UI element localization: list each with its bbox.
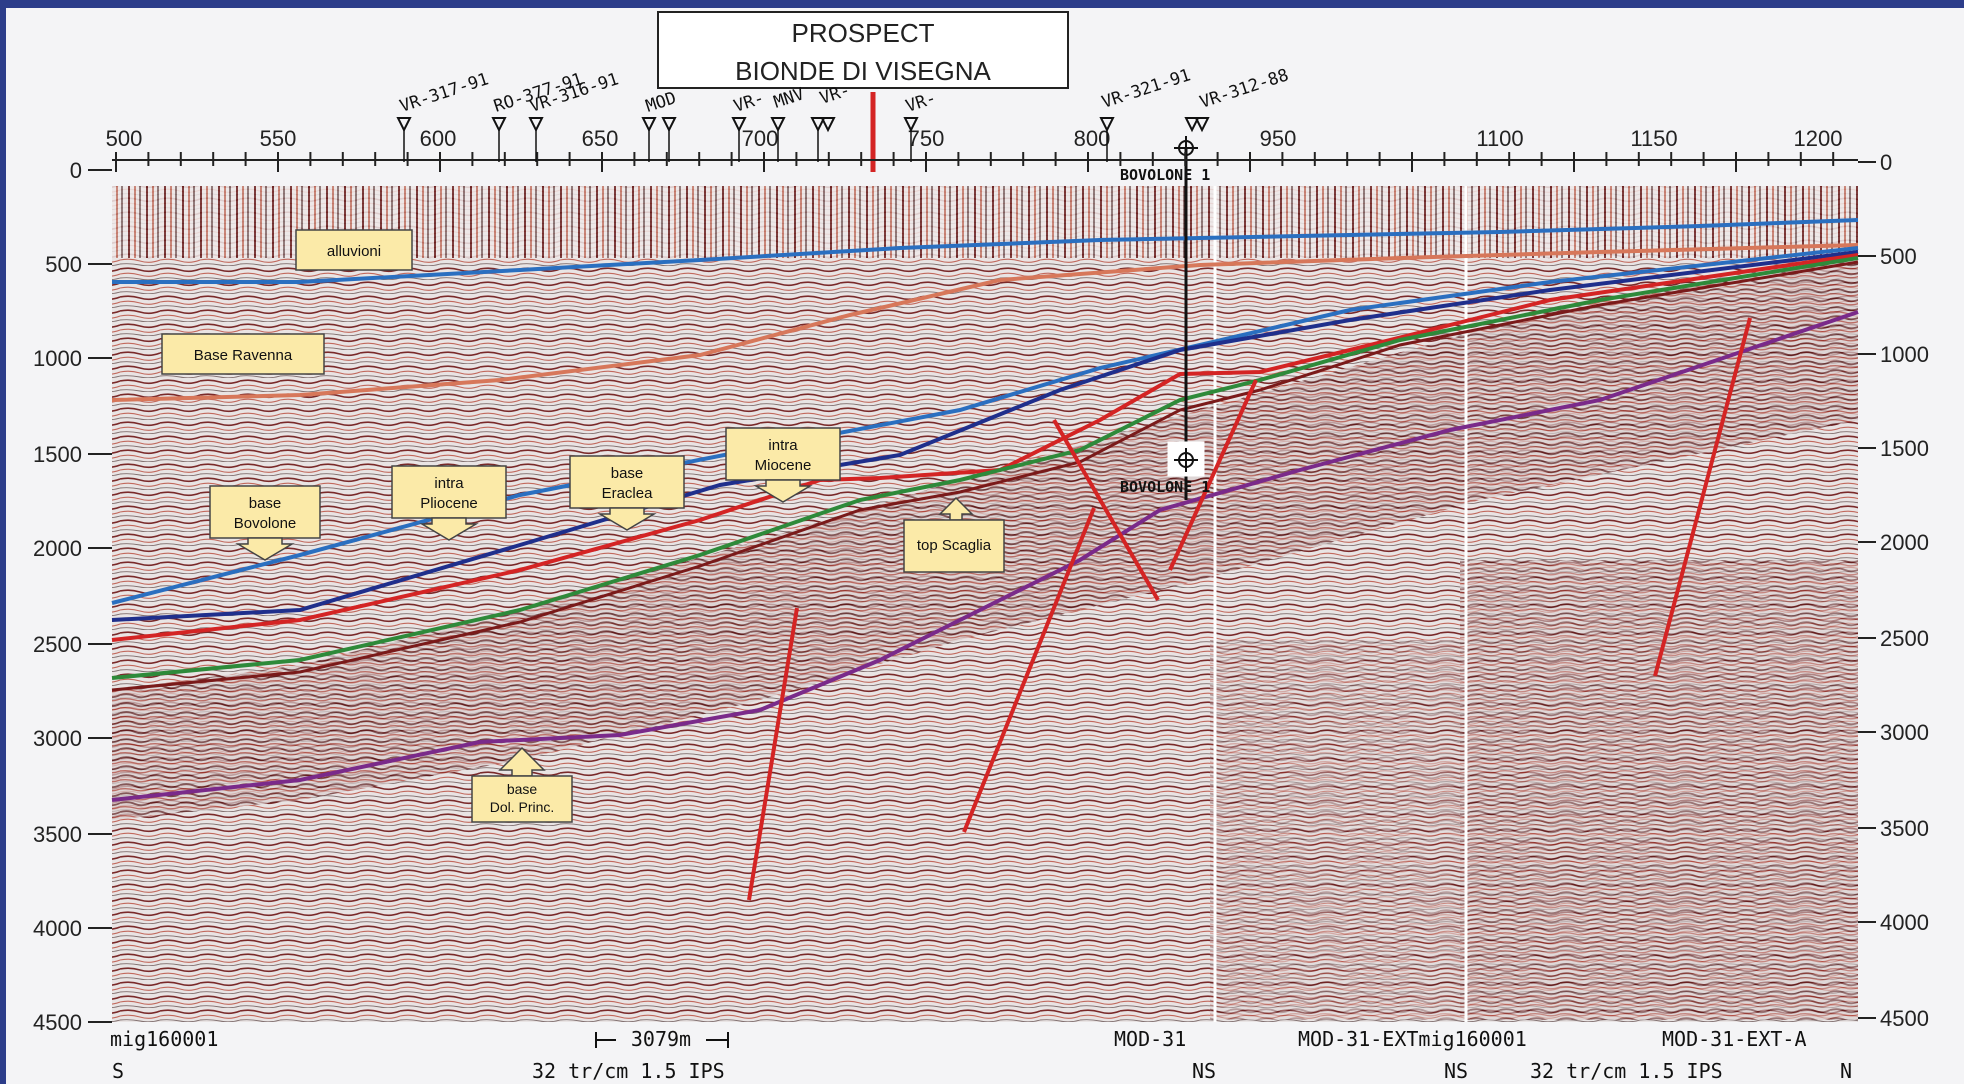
left-depth-0: 0	[70, 158, 82, 183]
label-base-eraclea: base Eraclea	[569, 455, 685, 531]
right-depth-4000: 4000	[1880, 910, 1929, 935]
label-intra-pliocene-l2: Pliocene	[420, 495, 478, 512]
left-depth-2500: 2500	[33, 632, 82, 657]
label-alluvioni-text: alluvioni	[327, 243, 381, 260]
well-label-top: BOVOLONE 1	[1120, 166, 1210, 184]
label-base-dol-princ-l1: base	[507, 781, 538, 797]
fault-2	[962, 507, 1096, 833]
fault-5	[1653, 317, 1752, 677]
horizon-alluvioni	[112, 218, 1859, 284]
right-depth-1000: 1000	[1880, 342, 1929, 367]
label-base-bovolone-l1: base	[249, 495, 282, 512]
label-alluvioni: alluvioni	[295, 229, 413, 271]
label-intra-miocene-l2: Miocene	[755, 457, 812, 474]
left-depth-axis: 0 500 1000 1500 2000 2500 3000 3500 4000…	[33, 158, 82, 1035]
deep-data-mid	[1210, 640, 1460, 1020]
scale-bar-label: 3079m	[631, 1027, 691, 1051]
fault-4	[1168, 379, 1258, 571]
top-tick-950: 950	[1260, 126, 1297, 151]
label-base-eraclea-l1: base	[611, 465, 644, 482]
right-depth-axis: 0 500 1000 1500 2000 2500 3000 3500 4000…	[1880, 150, 1929, 1031]
marker-vr-a	[661, 117, 677, 162]
top-tick-550: 550	[260, 126, 297, 151]
horizon-top-scaglia	[111, 260, 1859, 692]
left-depth-2000: 2000	[33, 536, 82, 561]
top-tick-750: 750	[908, 126, 945, 151]
horizon-intra-miocene	[111, 256, 1859, 680]
top-tick-800: 800	[1074, 126, 1111, 151]
label-base-dol-princ: base Dol. Princ.	[471, 746, 573, 823]
label-intra-pliocene: intra Pliocene	[391, 465, 507, 541]
right-depth-0: 0	[1880, 150, 1892, 175]
top-tick-600: 600	[420, 126, 457, 151]
deep-data-right	[1460, 560, 1858, 1020]
top-tick-1150: 1150	[1630, 126, 1677, 151]
label-top-scaglia-text: top Scaglia	[917, 537, 992, 554]
right-depth-3000: 3000	[1880, 720, 1929, 745]
right-depth-1500: 1500	[1880, 436, 1929, 461]
footer-n: N	[1840, 1059, 1852, 1083]
footer-scale-right: 32 tr/cm 1.5 IPS	[1530, 1059, 1723, 1083]
footer-ns2: NS	[1444, 1059, 1468, 1083]
left-depth-4000: 4000	[33, 916, 82, 941]
footer-scale-left: 32 tr/cm 1.5 IPS	[532, 1059, 725, 1083]
right-depth-3500: 3500	[1880, 816, 1929, 841]
top-tick-650: 650	[582, 126, 619, 151]
top-tick-500: 500	[106, 126, 143, 151]
left-depth-ticks	[88, 169, 112, 1023]
label-base-eraclea-l2: Eraclea	[602, 485, 654, 502]
left-depth-3500: 3500	[33, 822, 82, 847]
label-intra-miocene: intra Miocene	[725, 427, 841, 503]
footer: mig160001 3079m MOD-31 MOD-31-EXTmig1600…	[110, 1027, 1852, 1083]
footer-ns1: NS	[1192, 1059, 1216, 1083]
label-intra-miocene-l1: intra	[768, 437, 798, 454]
footer-s: S	[112, 1059, 124, 1083]
fault-3	[1052, 418, 1160, 602]
horizon-base-ravenna	[111, 243, 1859, 402]
label-base-bovolone-l2: Bovolone	[234, 515, 297, 532]
left-depth-4500: 4500	[33, 1010, 82, 1035]
fault-1	[747, 607, 799, 901]
footer-left-id: mig160001	[110, 1027, 218, 1051]
label-base-ravenna-text: Base Ravenna	[194, 347, 293, 364]
well-bottom-symbol	[1174, 448, 1198, 472]
label-base-dol-princ-l2: Dol. Princ.	[490, 799, 555, 815]
footer-mod31: MOD-31	[1114, 1027, 1186, 1051]
label-base-bovolone: base Bovolone	[209, 485, 321, 561]
horizon-base-dol-princ	[111, 310, 1859, 802]
prospect-title-line1: PROSPECT	[791, 18, 934, 48]
marker-mod: MOD	[641, 88, 679, 162]
horizon-base-bovolone	[111, 246, 1859, 605]
top-axis-ticks	[115, 152, 1835, 172]
right-depth-4500: 4500	[1880, 1006, 1929, 1031]
label-base-ravenna: Base Ravenna	[161, 333, 325, 375]
right-depth-2500: 2500	[1880, 626, 1929, 651]
right-depth-ticks	[1858, 161, 1876, 1019]
top-axis-labels: 500 550 600 650 700 750 800 950 1100 115…	[106, 126, 1843, 151]
prospect-title-line2: BIONDE DI VISEGNA	[735, 56, 991, 86]
prospect-title-box	[657, 11, 1069, 89]
scale-bar: 3079m	[595, 1027, 729, 1051]
label-intra-pliocene-l1: intra	[434, 475, 464, 492]
label-top-scaglia: top Scaglia	[903, 496, 1005, 573]
footer-mod31exta: MOD-31-EXT-A	[1662, 1027, 1807, 1051]
left-depth-500: 500	[45, 252, 82, 277]
left-depth-1000: 1000	[33, 346, 82, 371]
right-depth-2000: 2000	[1880, 530, 1929, 555]
right-depth-500: 500	[1880, 244, 1917, 269]
footer-mod31ext: MOD-31-EXTmig160001	[1298, 1027, 1527, 1051]
horizon-intra-pliocene	[111, 250, 1859, 622]
top-tick-1200: 1200	[1794, 126, 1843, 151]
well-label-bottom: BOVOLONE 1	[1120, 478, 1210, 496]
left-depth-1500: 1500	[33, 442, 82, 467]
left-depth-3000: 3000	[33, 726, 82, 751]
top-tick-700: 700	[742, 126, 779, 151]
top-tick-1100: 1100	[1476, 126, 1523, 151]
